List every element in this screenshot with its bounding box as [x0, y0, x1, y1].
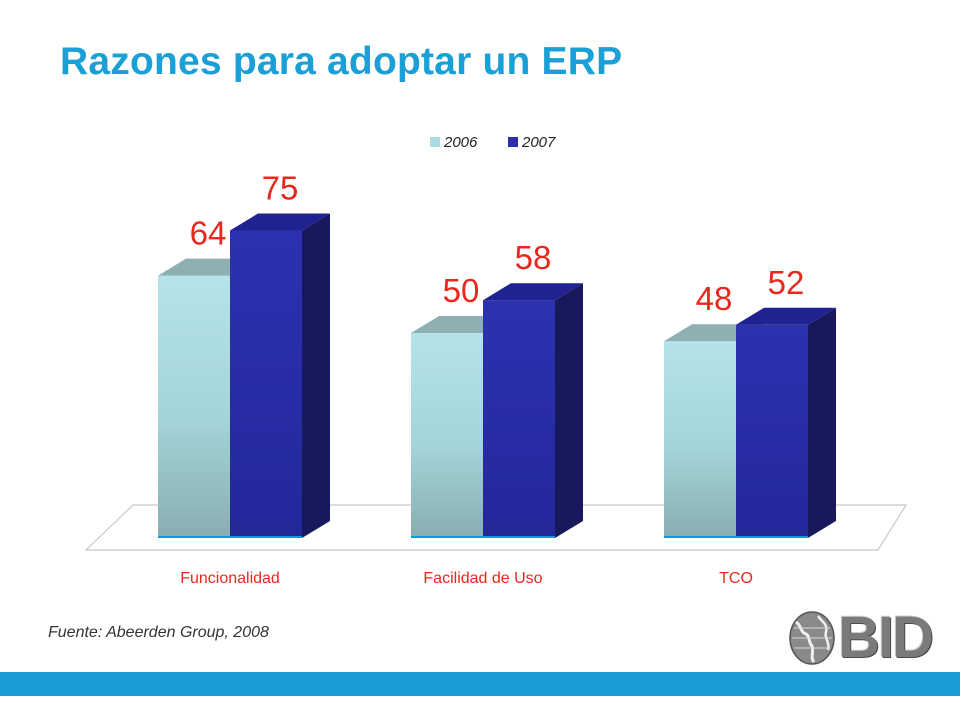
data-labels-group: 64 75 50 58 48 52 [190, 170, 805, 318]
bar-2007-2 [736, 307, 836, 538]
bars-group [158, 213, 836, 538]
logo-wordmark: BID [838, 605, 934, 670]
category-labels-group: Funcionalidad Facilidad de Uso TCO [180, 570, 753, 587]
data-label-2006-0: 64 [190, 215, 227, 252]
legend-label-2006: 2006 [443, 134, 478, 151]
bar-2007-1 [483, 283, 583, 538]
bottom-bar [0, 672, 960, 696]
category-label-2: TCO [719, 570, 753, 587]
data-label-2007-1: 58 [515, 239, 552, 276]
data-label-2006-2: 48 [696, 280, 733, 317]
legend-swatch-2007 [508, 137, 518, 147]
category-label-0: Funcionalidad [180, 570, 280, 587]
data-label-2007-2: 52 [768, 264, 805, 301]
bar-chart: 64 75 50 58 48 52 Funcionalidad Facilidad de U… [84, 134, 908, 587]
source-note: Fuente: Abeerden Group, 2008 [48, 624, 269, 641]
legend-swatch-2006 [430, 137, 440, 147]
data-label-2006-1: 50 [443, 272, 480, 309]
category-label-1: Facilidad de Uso [423, 570, 542, 587]
globe-icon [789, 611, 835, 665]
bar-2007-0 [230, 213, 330, 538]
slide-title: Razones para adoptar un ERP [60, 40, 623, 83]
data-label-2007-0: 75 [262, 170, 299, 207]
legend: 2006 2007 [430, 134, 556, 151]
bid-logo: BID [788, 605, 940, 670]
legend-label-2007: 2007 [521, 134, 556, 151]
